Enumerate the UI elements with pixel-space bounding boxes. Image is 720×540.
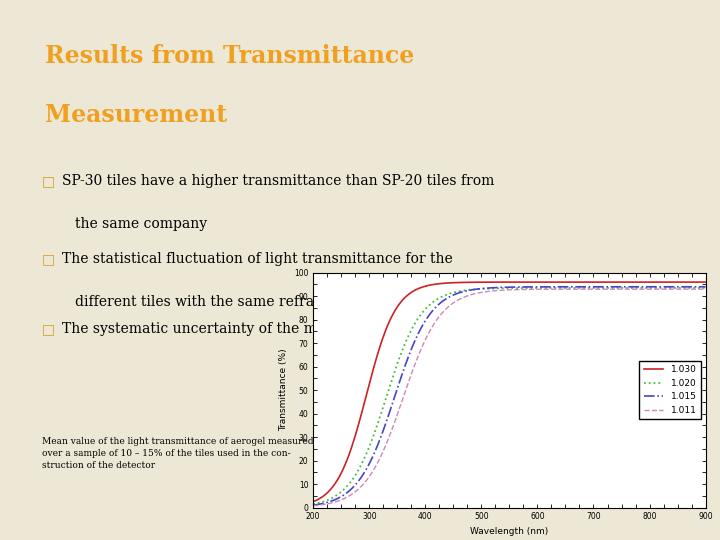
Text: the same company: the same company xyxy=(75,217,207,231)
1.020 xyxy=(662,285,671,291)
Text: Results from Transmittance: Results from Transmittance xyxy=(45,44,415,68)
Text: □: □ xyxy=(42,174,55,188)
1.030 xyxy=(567,279,575,285)
Text: □: □ xyxy=(42,252,55,266)
1.011 xyxy=(567,286,575,293)
1.030 xyxy=(433,281,441,287)
1.015 xyxy=(433,302,441,309)
Text: Measurement: Measurement xyxy=(45,104,228,127)
1.015 xyxy=(420,320,428,327)
1.015 xyxy=(614,284,623,290)
1.030 xyxy=(614,279,623,285)
1.011 xyxy=(405,377,413,383)
1.015 xyxy=(405,352,413,358)
Y-axis label: Transmittance (%): Transmittance (%) xyxy=(279,349,288,431)
1.011 xyxy=(433,316,441,322)
Legend: 1.030, 1.020, 1.015, 1.011: 1.030, 1.020, 1.015, 1.011 xyxy=(639,361,701,420)
Line: 1.030: 1.030 xyxy=(313,282,706,502)
1.011 xyxy=(701,286,710,292)
1.020 xyxy=(701,285,710,291)
Text: SP-30 tiles have a higher transmittance than SP-20 tiles from: SP-30 tiles have a higher transmittance … xyxy=(62,174,495,188)
1.011 xyxy=(662,286,671,292)
1.030 xyxy=(701,279,710,285)
1.020 xyxy=(309,501,318,508)
1.015 xyxy=(662,284,671,290)
1.020 xyxy=(567,285,575,291)
1.015 xyxy=(309,502,318,508)
1.020 xyxy=(614,285,623,291)
Text: different tiles with the same refractive index is lower than 4%.: different tiles with the same refractive… xyxy=(75,295,518,309)
1.015 xyxy=(567,284,575,290)
1.015 xyxy=(701,284,710,290)
1.020 xyxy=(420,308,428,314)
Line: 1.011: 1.011 xyxy=(313,289,706,506)
Text: 6: 6 xyxy=(663,498,671,511)
Text: The systematic uncertainty of the measurements is ±0.1%.: The systematic uncertainty of the measur… xyxy=(62,322,479,336)
X-axis label: Wavelength (nm): Wavelength (nm) xyxy=(470,527,549,536)
1.030 xyxy=(420,284,428,290)
1.020 xyxy=(405,331,413,338)
Line: 1.015: 1.015 xyxy=(313,287,706,505)
1.011 xyxy=(309,503,318,509)
Text: Mean value of the light transmittance of aerogel measured
over a sample of 10 – : Mean value of the light transmittance of… xyxy=(42,437,313,470)
Line: 1.020: 1.020 xyxy=(313,288,706,504)
1.020 xyxy=(433,296,441,302)
Text: The statistical fluctuation of light transmittance for the: The statistical fluctuation of light tra… xyxy=(62,252,453,266)
1.011 xyxy=(614,286,623,292)
Text: □: □ xyxy=(42,322,55,336)
1.030 xyxy=(662,279,671,285)
1.030 xyxy=(309,498,318,505)
1.011 xyxy=(420,340,428,346)
1.030 xyxy=(405,291,413,297)
